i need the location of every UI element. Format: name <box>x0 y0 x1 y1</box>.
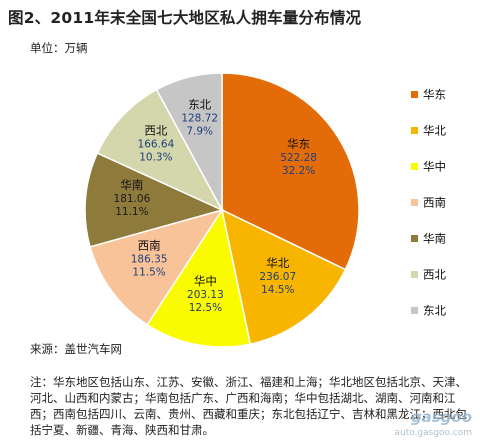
legend-swatch-6 <box>411 307 418 314</box>
slice-label-value-0: 522.28 <box>280 152 317 164</box>
slice-label-name-2: 华中 <box>194 274 217 288</box>
slice-label-name-3: 西南 <box>138 239 161 253</box>
chart-title: 图2、2011年末全国七大地区私人拥车量分布情况 <box>8 9 362 27</box>
slice-label-name-4: 华南 <box>120 178 143 192</box>
legend-swatch-0 <box>411 91 418 98</box>
slice-label-percent-0: 32.2% <box>282 165 315 177</box>
slice-label-percent-4: 11.1% <box>115 206 148 218</box>
unit-label: 单位：万辆 <box>30 41 88 55</box>
legend-swatch-1 <box>411 127 418 134</box>
legend-swatch-5 <box>411 271 418 278</box>
pie-slice-3 <box>89 208 224 326</box>
legend-swatch-2 <box>411 163 418 170</box>
slice-label-name-5: 西北 <box>144 123 167 137</box>
pie-slice-2 <box>146 208 252 348</box>
legend-label-4: 华南 <box>423 232 446 246</box>
pie-slices <box>84 72 360 348</box>
slice-label-value-6: 128.72 <box>181 112 218 124</box>
slice-label-percent-6: 7.9% <box>186 125 213 137</box>
slice-label-percent-3: 11.5% <box>132 267 165 279</box>
pie-slice-5 <box>96 88 224 212</box>
slice-label-value-3: 186.35 <box>131 254 168 266</box>
source-text: 来源：盖世汽车网 <box>30 342 122 356</box>
watermark-logo: gasgoo <box>410 408 472 426</box>
pie-slice-6 <box>155 72 223 211</box>
slice-label-value-1: 236.07 <box>259 271 296 283</box>
slice-label-percent-1: 14.5% <box>261 284 294 296</box>
slice-label-percent-2: 12.5% <box>189 302 222 314</box>
footnote-text: 注：华东地区包括山东、江苏、安徽、浙江、福建和上海；华北地区包括北京、天津、河北… <box>30 375 467 437</box>
slice-label-name-6: 东北 <box>188 97 211 111</box>
pie-slice-1 <box>220 208 347 345</box>
pie-slice-0 <box>221 72 360 271</box>
legend-label-6: 东北 <box>423 304 446 318</box>
watermark-url: auto.gasgoo.com <box>394 428 472 438</box>
slice-label-value-5: 166.64 <box>138 138 175 150</box>
slice-label-percent-5: 10.3% <box>139 151 172 163</box>
slice-label-name-0: 华东 <box>287 137 310 151</box>
watermark: gasgoo auto.gasgoo.com <box>394 408 474 438</box>
legend-swatch-4 <box>411 235 418 242</box>
legend-label-3: 西南 <box>423 196 446 210</box>
legend-label-5: 西北 <box>423 268 446 282</box>
slice-label-value-2: 203.13 <box>187 289 224 301</box>
legend-swatch-3 <box>411 199 418 206</box>
legend-label-0: 华东 <box>423 88 446 102</box>
slice-label-value-4: 181.06 <box>114 193 151 205</box>
legend-label-2: 华中 <box>423 160 446 174</box>
slice-label-name-1: 华北 <box>266 256 289 270</box>
pie-slice-4 <box>84 152 225 248</box>
legend-label-1: 华北 <box>423 124 446 138</box>
